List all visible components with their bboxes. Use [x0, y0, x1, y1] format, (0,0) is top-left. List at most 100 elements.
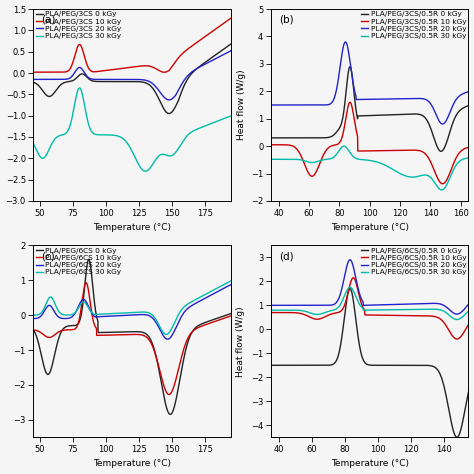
- PLA/PEG/3CS/0.5R 10 kGy: [348, 101, 354, 107]
- PLA/PEG/3CS/0.5R 30 kGy: [465, 155, 471, 161]
- PLA/PEG/3CS/0.5R 30 kGy: [348, 151, 354, 157]
- PLA/PEG/6CS 30 kGy: [164, 331, 169, 337]
- PLA/PEG/3CS 20 kGy: [188, 70, 194, 75]
- PLA/PEG/3CS/0.5R 30 kGy: [404, 173, 410, 179]
- PLA/PEG/3CS/0.5R 10 kGy: [404, 147, 410, 153]
- PLA/PEG/6CS 20 kGy: [31, 316, 36, 321]
- PLA/PEG/6CS 0 kGy: [51, 356, 56, 362]
- PLA/PEG/3CS/0.5R 0 kGy: [426, 121, 431, 127]
- PLA/PEG/3CS/0.5R 30 kGy: [288, 156, 294, 162]
- PLA/PEG/3CS/0.5R 0 kGy: [465, 103, 471, 109]
- PLA/PEG/6CS 20 kGy: [165, 337, 171, 342]
- PLA/PEG/6CS 0 kGy: [110, 329, 116, 335]
- PLA/PEG/6CS 30 kGy: [188, 299, 194, 305]
- PLA/PEG/3CS 30 kGy: [118, 134, 123, 140]
- PLA/PEG/3CS 20 kGy: [51, 77, 56, 82]
- PLA/PEG/3CS 30 kGy: [189, 129, 194, 135]
- PLA/PEG/6CS 0 kGy: [185, 339, 191, 345]
- PLA/PEG/3CS/0.5R 20 kGy: [422, 96, 428, 102]
- PLA/PEG/3CS 10 kGy: [188, 44, 194, 49]
- PLA/PEG/6CS/0.5R 30 kGy: [422, 306, 428, 312]
- PLA/PEG/6CS 0 kGy: [189, 330, 194, 336]
- PLA/PEG/6CS 30 kGy: [51, 298, 56, 303]
- PLA/PEG/3CS 20 kGy: [228, 48, 234, 54]
- PLA/PEG/3CS/0.5R 20 kGy: [348, 66, 354, 72]
- PLA/PEG/6CS/0.5R 20 kGy: [288, 302, 294, 308]
- X-axis label: Temperature (°C): Temperature (°C): [331, 223, 409, 232]
- PLA/PEG/6CS/0.5R 0 kGy: [465, 390, 471, 395]
- PLA/PEG/6CS/0.5R 30 kGy: [268, 307, 274, 313]
- PLA/PEG/6CS 30 kGy: [228, 278, 234, 284]
- PLA/PEG/6CS 0 kGy: [86, 256, 91, 262]
- PLA/PEG/6CS 0 kGy: [118, 329, 123, 335]
- PLA/PEG/3CS 10 kGy: [51, 69, 56, 75]
- Text: (a): (a): [41, 15, 56, 25]
- PLA/PEG/3CS 30 kGy: [143, 168, 148, 174]
- PLA/PEG/3CS 30 kGy: [110, 132, 116, 138]
- PLA/PEG/3CS/0.5R 30 kGy: [341, 143, 347, 149]
- PLA/PEG/3CS/0.5R 10 kGy: [440, 181, 446, 187]
- PLA/PEG/3CS/0.5R 0 kGy: [422, 115, 428, 120]
- PLA/PEG/3CS 10 kGy: [228, 15, 234, 21]
- PLA/PEG/6CS/0.5R 0 kGy: [404, 363, 410, 368]
- Line: PLA/PEG/3CS/0.5R 20 kGy: PLA/PEG/3CS/0.5R 20 kGy: [271, 42, 468, 124]
- Line: PLA/PEG/3CS/0.5R 30 kGy: PLA/PEG/3CS/0.5R 30 kGy: [271, 146, 468, 190]
- Line: PLA/PEG/6CS/0.5R 10 kGy: PLA/PEG/6CS/0.5R 10 kGy: [271, 278, 468, 339]
- PLA/PEG/6CS 20 kGy: [188, 303, 194, 309]
- PLA/PEG/3CS 30 kGy: [51, 138, 56, 144]
- PLA/PEG/6CS/0.5R 30 kGy: [454, 317, 460, 322]
- PLA/PEG/6CS/0.5R 10 kGy: [422, 313, 428, 319]
- X-axis label: Temperature (°C): Temperature (°C): [331, 459, 409, 468]
- Line: PLA/PEG/3CS 30 kGy: PLA/PEG/3CS 30 kGy: [34, 88, 231, 171]
- Y-axis label: Heat flow (W/g): Heat flow (W/g): [237, 70, 246, 140]
- PLA/PEG/6CS/0.5R 20 kGy: [347, 257, 353, 263]
- PLA/PEG/6CS 10 kGy: [228, 313, 234, 319]
- PLA/PEG/3CS 20 kGy: [185, 73, 191, 79]
- Line: PLA/PEG/6CS 20 kGy: PLA/PEG/6CS 20 kGy: [34, 284, 231, 339]
- Legend: PLA/PEG/6CS 0 kGy, PLA/PEG/6CS 10 kGy, PLA/PEG/6CS 20 kGy, PLA/PEG/6CS 30 kGy: PLA/PEG/6CS 0 kGy, PLA/PEG/6CS 10 kGy, P…: [35, 247, 122, 276]
- PLA/PEG/6CS/0.5R 10 kGy: [348, 279, 354, 284]
- PLA/PEG/3CS/0.5R 30 kGy: [422, 172, 428, 178]
- Text: (b): (b): [279, 15, 293, 25]
- PLA/PEG/3CS 0 kGy: [110, 79, 116, 84]
- PLA/PEG/6CS 10 kGy: [51, 333, 56, 338]
- PLA/PEG/6CS/0.5R 10 kGy: [356, 288, 361, 294]
- PLA/PEG/6CS/0.5R 30 kGy: [465, 309, 471, 314]
- PLA/PEG/6CS/0.5R 0 kGy: [356, 335, 361, 340]
- PLA/PEG/3CS/0.5R 0 kGy: [438, 148, 444, 154]
- Line: PLA/PEG/6CS/0.5R 20 kGy: PLA/PEG/6CS/0.5R 20 kGy: [271, 260, 468, 314]
- PLA/PEG/3CS/0.5R 30 kGy: [439, 187, 445, 193]
- PLA/PEG/3CS 10 kGy: [31, 69, 36, 75]
- Legend: PLA/PEG/6CS/0.5R 0 kGy, PLA/PEG/6CS/0.5R 10 kGy, PLA/PEG/6CS/0.5R 20 kGy, PLA/PE: PLA/PEG/6CS/0.5R 0 kGy, PLA/PEG/6CS/0.5R…: [360, 247, 467, 276]
- PLA/PEG/3CS 20 kGy: [110, 77, 116, 82]
- PLA/PEG/6CS 20 kGy: [118, 313, 123, 319]
- PLA/PEG/6CS 0 kGy: [166, 411, 172, 417]
- PLA/PEG/3CS 20 kGy: [118, 77, 123, 82]
- PLA/PEG/3CS/0.5R 20 kGy: [465, 89, 471, 94]
- PLA/PEG/3CS/0.5R 30 kGy: [426, 173, 431, 179]
- PLA/PEG/6CS 10 kGy: [166, 392, 172, 397]
- PLA/PEG/6CS/0.5R 10 kGy: [426, 313, 431, 319]
- PLA/PEG/6CS/0.5R 20 kGy: [404, 301, 410, 307]
- PLA/PEG/3CS/0.5R 20 kGy: [343, 39, 348, 45]
- PLA/PEG/3CS/0.5R 0 kGy: [268, 135, 274, 141]
- PLA/PEG/3CS 0 kGy: [166, 110, 172, 116]
- PLA/PEG/6CS 30 kGy: [185, 301, 191, 307]
- PLA/PEG/3CS 30 kGy: [228, 113, 234, 119]
- Y-axis label: Heat flow (W/g): Heat flow (W/g): [237, 306, 246, 377]
- PLA/PEG/3CS/0.5R 0 kGy: [404, 111, 410, 117]
- Line: PLA/PEG/6CS 0 kGy: PLA/PEG/6CS 0 kGy: [34, 259, 231, 414]
- Line: PLA/PEG/3CS 20 kGy: PLA/PEG/3CS 20 kGy: [34, 51, 231, 100]
- PLA/PEG/6CS 10 kGy: [185, 336, 191, 341]
- PLA/PEG/6CS/0.5R 20 kGy: [356, 286, 361, 292]
- PLA/PEG/3CS/0.5R 20 kGy: [440, 121, 446, 127]
- PLA/PEG/3CS/0.5R 20 kGy: [356, 97, 361, 102]
- PLA/PEG/6CS 20 kGy: [51, 307, 56, 313]
- PLA/PEG/6CS/0.5R 20 kGy: [348, 258, 354, 264]
- Line: PLA/PEG/6CS 30 kGy: PLA/PEG/6CS 30 kGy: [34, 281, 231, 334]
- PLA/PEG/6CS/0.5R 30 kGy: [356, 299, 361, 305]
- Line: PLA/PEG/3CS 10 kGy: PLA/PEG/3CS 10 kGy: [34, 18, 231, 72]
- PLA/PEG/6CS/0.5R 30 kGy: [404, 307, 410, 312]
- PLA/PEG/6CS 0 kGy: [228, 311, 234, 317]
- PLA/PEG/3CS/0.5R 10 kGy: [422, 151, 428, 156]
